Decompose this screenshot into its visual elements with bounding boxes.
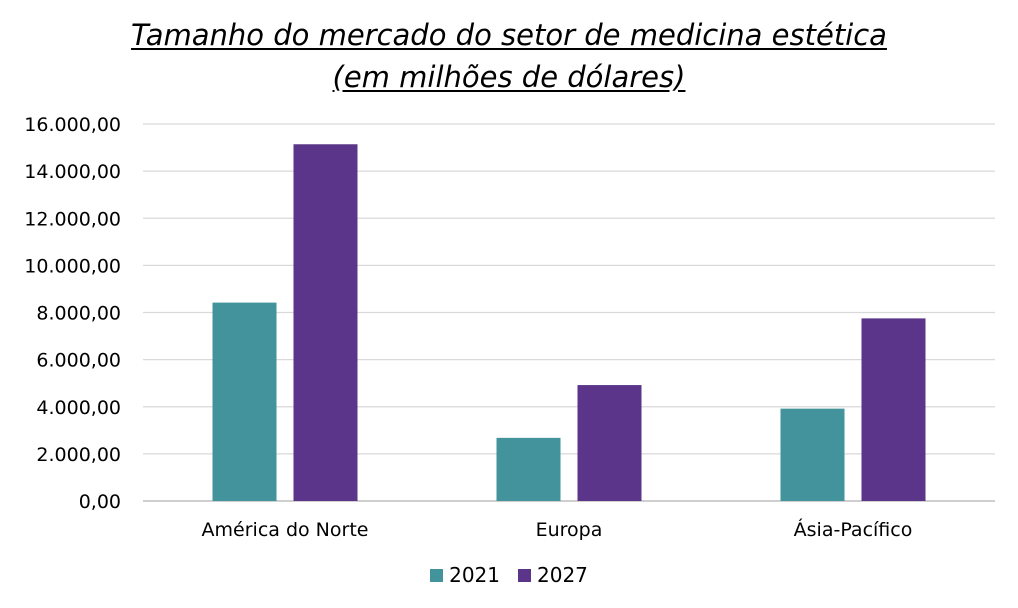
y-tick-label: 8.000,00: [36, 303, 121, 325]
chart-title: Tamanho do mercado do setor de medicina …: [0, 14, 1018, 98]
chart-title-line-2: (em milhões de dólares): [332, 60, 686, 94]
legend-label-2027: 2027: [537, 563, 588, 587]
y-tick-label: 10.000,00: [24, 255, 121, 277]
legend-item-2021: 2021: [430, 563, 500, 587]
bar-2021: [780, 408, 845, 501]
chart-legend: 2021 2027: [0, 563, 1018, 587]
bar-2021: [496, 437, 561, 501]
bar-2027: [861, 318, 926, 501]
x-tick-label: Europa: [536, 519, 603, 541]
y-tick-label: 12.000,00: [24, 208, 121, 230]
legend-swatch-2027: [518, 568, 531, 582]
y-tick-label: 6.000,00: [36, 350, 121, 372]
y-tick-label: 0,00: [79, 491, 121, 513]
x-tick-label: América do Norte: [202, 519, 369, 541]
legend-swatch-2021: [430, 568, 444, 582]
x-tick-label: Ásia-Pacífico: [794, 518, 913, 541]
bar-2021: [212, 302, 277, 501]
chart-title-line-1: Tamanho do mercado do setor de medicina …: [131, 18, 887, 52]
bar-2027: [293, 144, 358, 502]
y-tick-label: 14.000,00: [24, 161, 121, 183]
y-tick-label: 16.000,00: [24, 114, 121, 136]
y-tick-label: 2.000,00: [36, 444, 121, 466]
y-tick-label: 4.000,00: [36, 397, 121, 419]
bar-2027: [577, 385, 642, 501]
legend-item-2027: 2027: [518, 563, 588, 587]
legend-label-2021: 2021: [449, 563, 500, 587]
